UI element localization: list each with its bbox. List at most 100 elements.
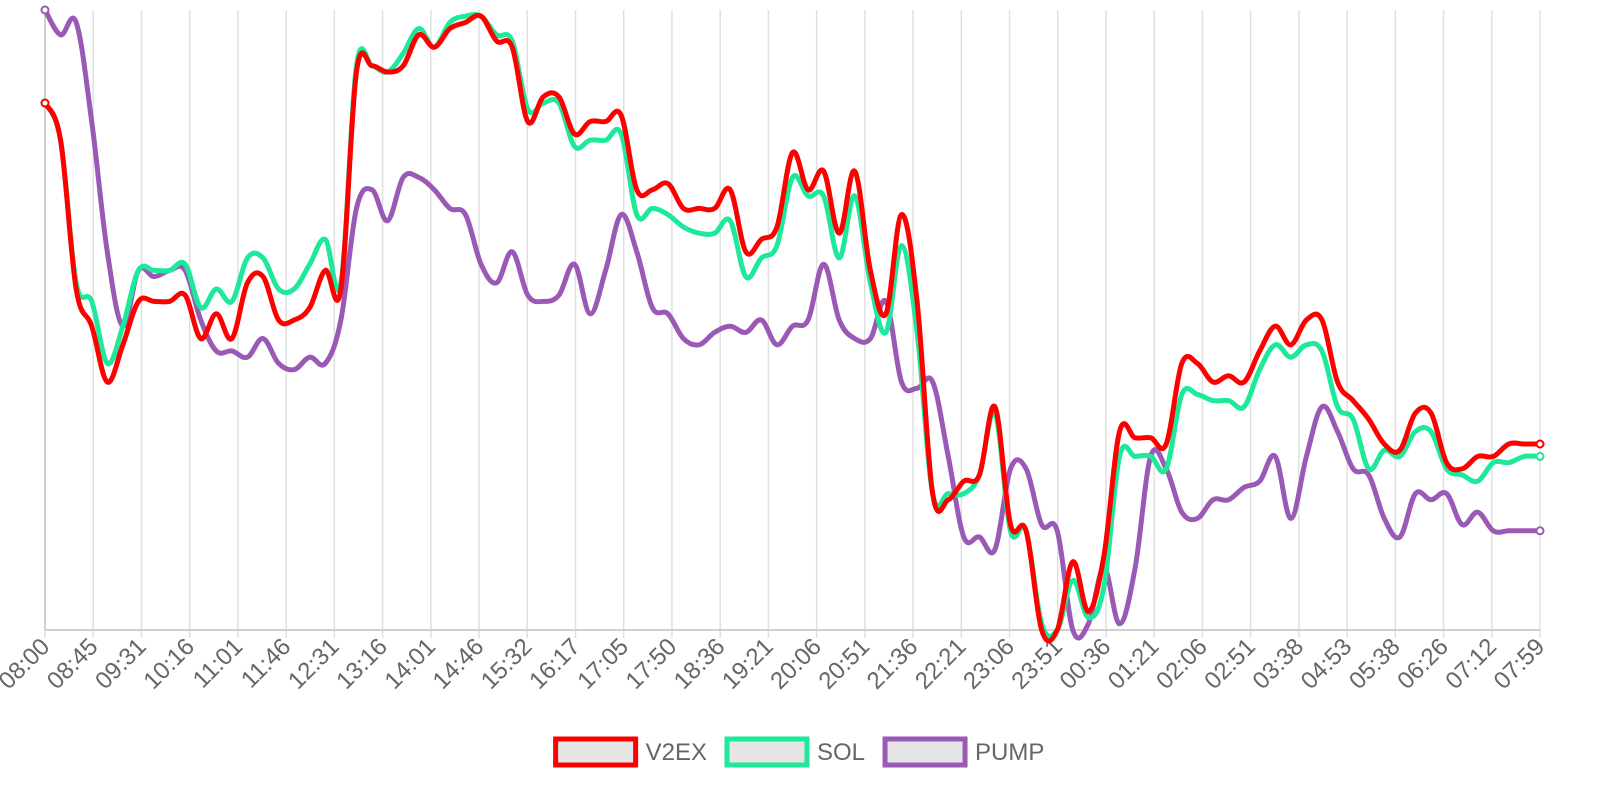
point-pump-17	[307, 355, 312, 360]
point-v2ex-14	[260, 274, 266, 279]
point-sol-75	[1210, 398, 1216, 403]
point-pump-47	[774, 342, 780, 347]
point-pump-42	[696, 342, 702, 347]
point-pump-89	[1428, 497, 1434, 502]
point-pump-57	[930, 379, 935, 385]
point-v2ex-79	[1273, 324, 1278, 329]
point-v2ex-56	[914, 299, 920, 304]
point-sol-71	[1148, 454, 1153, 459]
x-tick-label-19: 22:21	[910, 633, 972, 695]
x-tick-label-24: 02:06	[1151, 633, 1213, 695]
point-sol-68	[1101, 584, 1107, 589]
point-v2ex-0	[40, 98, 50, 108]
series-sol	[40, 11, 1545, 639]
legend-label-sol: SOL	[817, 739, 865, 766]
legend-item-sol[interactable]: SOL	[724, 736, 865, 768]
point-v2ex-86	[1382, 441, 1387, 447]
point-pump-20	[354, 206, 359, 211]
point-v2ex-71	[1148, 435, 1153, 440]
point-sol-9	[182, 262, 188, 267]
point-sol-92	[1475, 479, 1480, 484]
point-v2ex-29	[494, 38, 499, 44]
point-v2ex-34	[572, 131, 577, 137]
point-pump-81	[1304, 454, 1309, 459]
x-tick-label-25: 02:51	[1199, 633, 1261, 695]
point-pump-50	[821, 262, 826, 267]
point-v2ex-43	[712, 206, 717, 211]
point-v2ex-74	[1195, 361, 1200, 366]
point-pump-67	[1086, 621, 1091, 626]
point-v2ex-36	[603, 119, 608, 124]
point-pump-70	[1132, 565, 1138, 571]
legend-item-pump[interactable]: PUMP	[882, 736, 1044, 768]
point-pump-35	[587, 311, 593, 316]
point-pump-15	[276, 361, 281, 366]
point-pump-11	[214, 348, 219, 354]
point-sol-37	[619, 131, 624, 137]
point-sol-73	[1179, 392, 1185, 397]
point-pump-43	[712, 330, 717, 335]
point-v2ex-3	[89, 324, 94, 329]
point-pump-3	[89, 119, 94, 124]
point-v2ex-54	[883, 311, 889, 316]
point-v2ex-90	[1444, 460, 1449, 465]
point-v2ex-84	[1350, 398, 1356, 403]
point-pump-66	[1070, 627, 1076, 633]
x-tick-label-20: 23:06	[958, 633, 1020, 695]
point-sol-80	[1288, 355, 1294, 360]
point-pump-22	[385, 218, 390, 223]
point-pump-40	[665, 311, 671, 316]
point-v2ex-70	[1132, 435, 1138, 440]
point-v2ex-27	[463, 20, 468, 25]
point-pump-78	[1257, 479, 1262, 484]
point-pump-49	[805, 317, 811, 323]
point-sol-8	[167, 268, 172, 273]
point-sol-12	[229, 299, 235, 304]
point-pump-69	[1117, 621, 1122, 626]
x-tick-label-3: 10:16	[138, 633, 200, 695]
point-v2ex-28	[478, 14, 484, 19]
point-pump-96	[1535, 526, 1545, 536]
point-pump-10	[198, 317, 203, 323]
point-v2ex-65	[1055, 627, 1060, 633]
legend-item-v2ex[interactable]: V2EX	[553, 736, 707, 768]
point-pump-44	[728, 324, 733, 329]
point-sol-89	[1428, 429, 1434, 434]
point-pump-23	[400, 175, 406, 180]
point-sol-16	[291, 286, 297, 292]
point-pump-83	[1335, 429, 1340, 434]
point-pump-56	[914, 386, 920, 391]
point-pump-91	[1459, 522, 1465, 527]
point-sol-13	[245, 255, 250, 261]
point-v2ex-57	[930, 491, 935, 496]
series-layer	[40, 5, 1545, 644]
point-v2ex-46	[759, 237, 764, 242]
point-sol-38	[634, 212, 639, 217]
point-v2ex-69	[1117, 429, 1122, 434]
point-v2ex-9	[182, 293, 188, 298]
point-sol-85	[1366, 466, 1371, 471]
point-pump-59	[961, 534, 966, 540]
point-sol-88	[1413, 429, 1418, 434]
point-sol-14	[260, 255, 266, 261]
x-tick-label-31: 07:59	[1489, 633, 1551, 695]
point-sol-54	[883, 330, 889, 335]
point-v2ex-25	[432, 45, 437, 50]
point-v2ex-30	[509, 45, 515, 50]
point-sol-35	[587, 138, 593, 143]
point-v2ex-67	[1086, 609, 1091, 614]
point-v2ex-39	[650, 187, 655, 192]
point-v2ex-48	[790, 150, 795, 155]
point-sol-83	[1335, 404, 1340, 409]
point-sol-10	[198, 305, 203, 310]
point-v2ex-94	[1506, 441, 1512, 447]
x-tick-label-2: 09:31	[90, 633, 152, 695]
point-v2ex-5	[120, 342, 126, 347]
point-pump-79	[1273, 454, 1278, 459]
point-sol-39	[650, 206, 655, 211]
point-sol-72	[1164, 466, 1169, 471]
point-pump-33	[556, 293, 562, 298]
point-v2ex-19	[338, 286, 344, 292]
point-sol-40	[665, 212, 671, 217]
point-pump-93	[1491, 528, 1496, 533]
